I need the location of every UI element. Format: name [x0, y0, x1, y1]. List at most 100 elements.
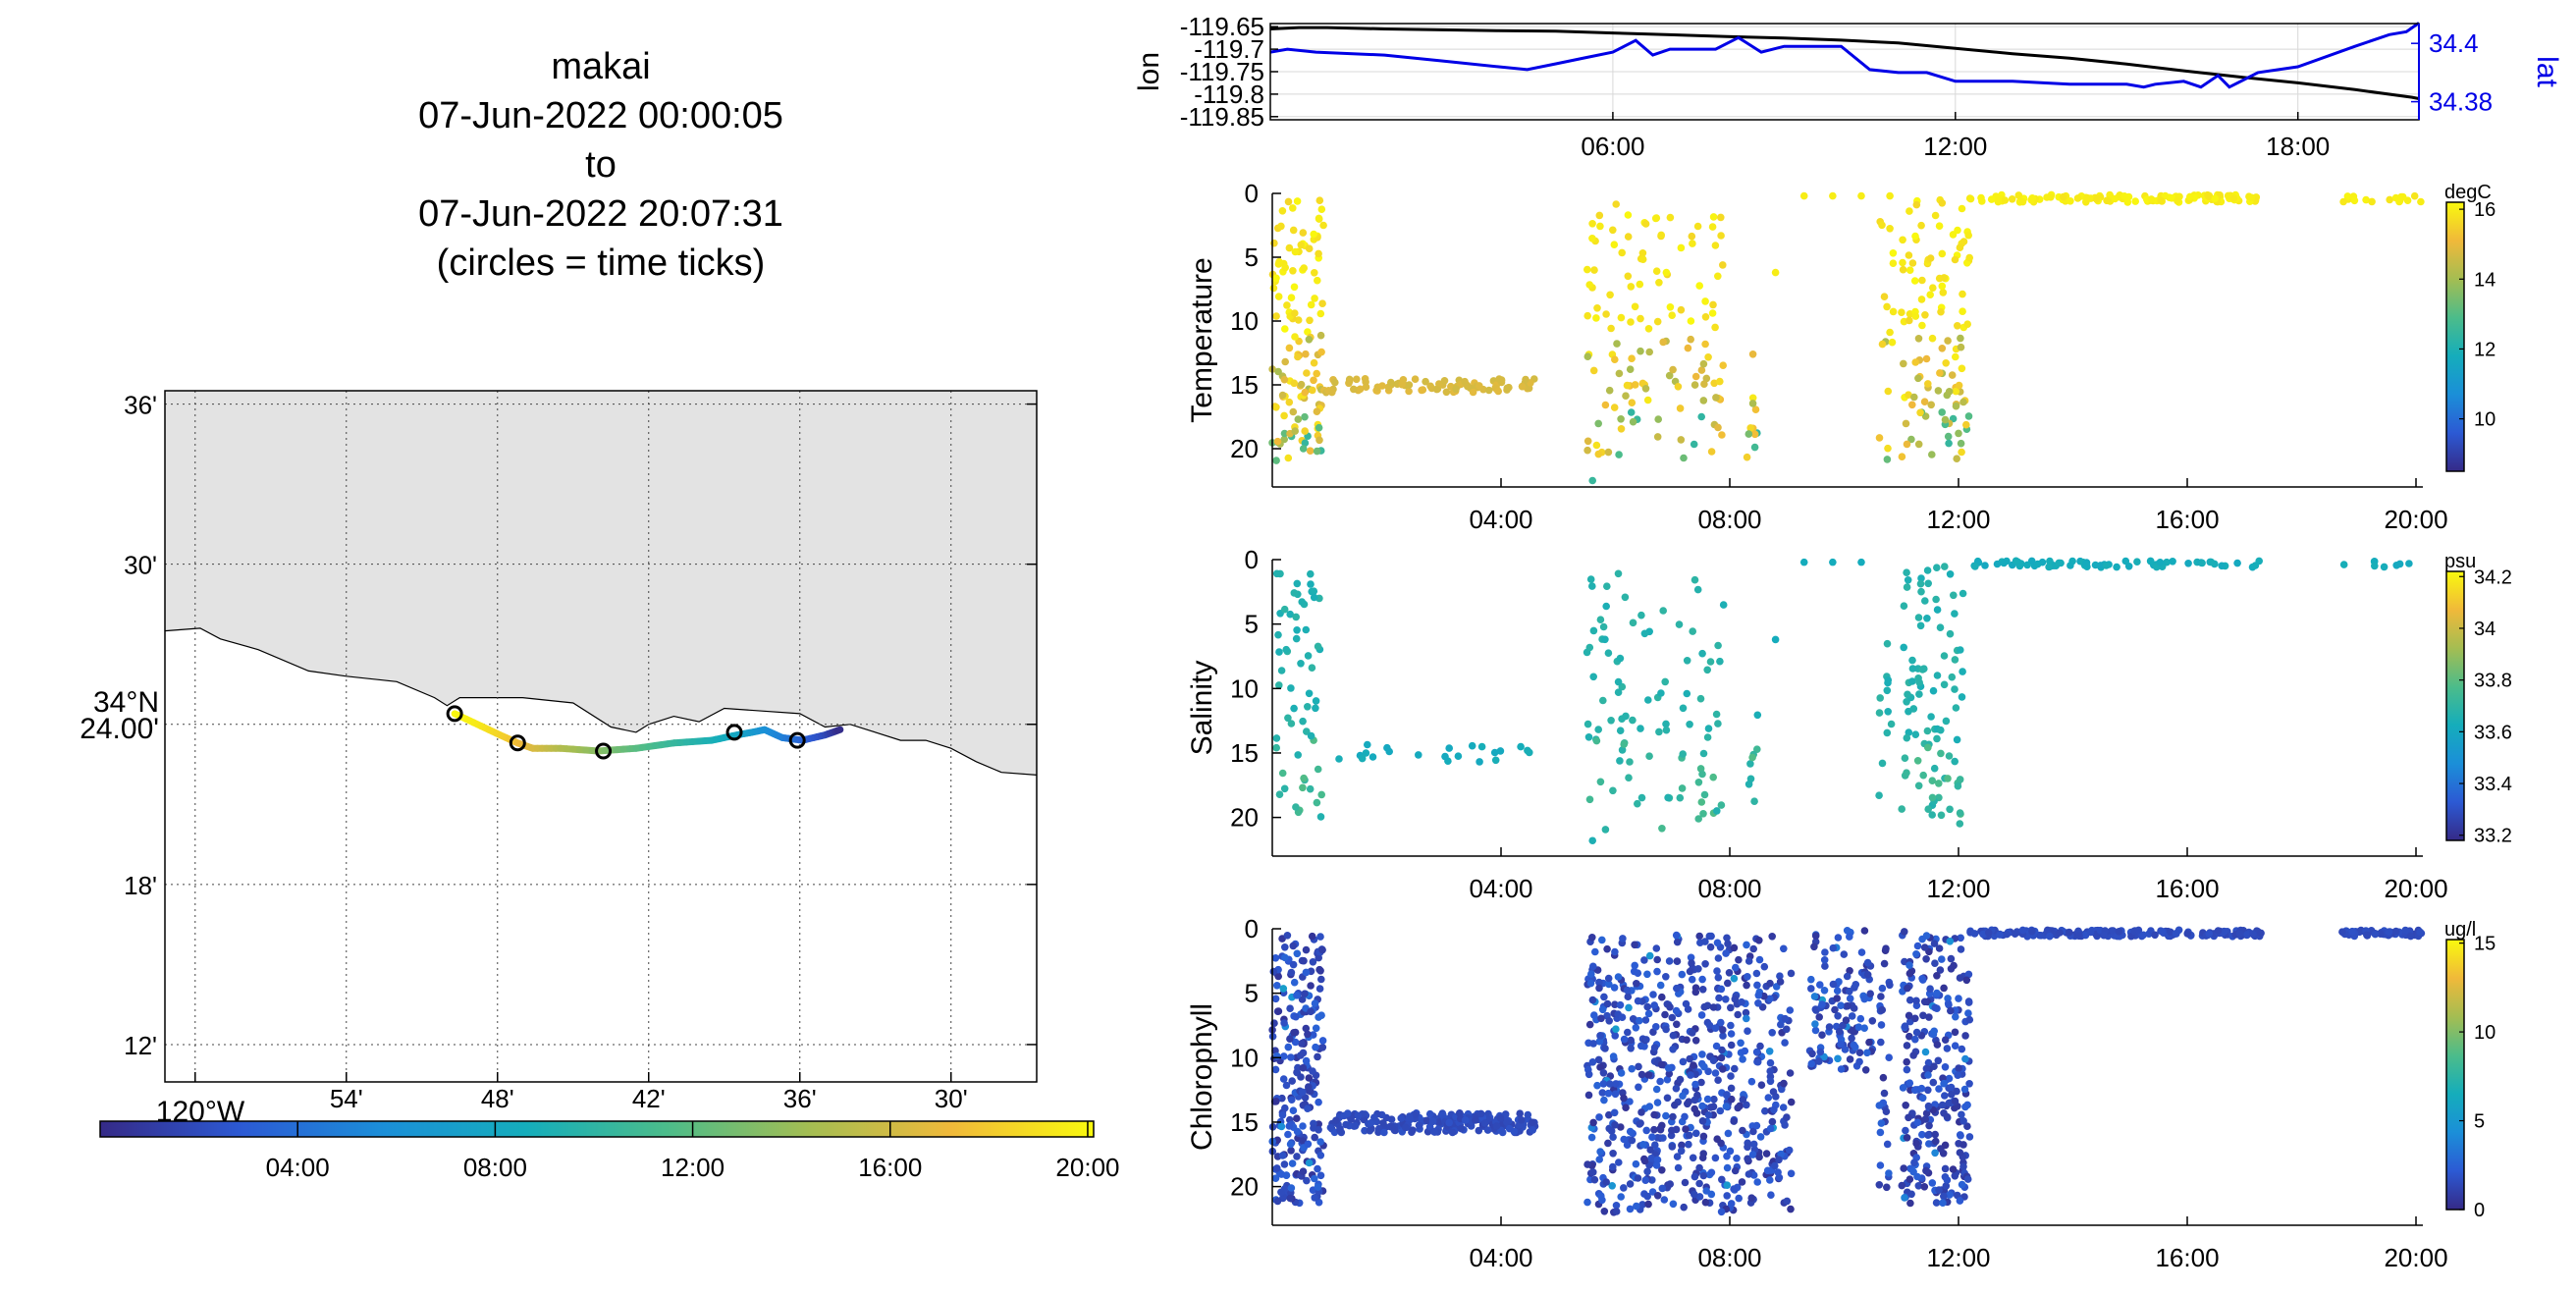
temperature-data-point: [1712, 242, 1720, 249]
temperature-data-point: [1311, 295, 1318, 302]
salinity-data-point: [1680, 705, 1688, 713]
salinity-data-point: [1937, 623, 1945, 631]
salinity-data-point: [1900, 644, 1907, 652]
temperature-data-point: [1328, 389, 1336, 397]
temperature-data-point: [1959, 291, 1966, 298]
temperature-data-point: [1654, 433, 1662, 441]
map-y-tick-label: 18': [124, 871, 157, 900]
chlorophyll-data-point: [1857, 1015, 1865, 1023]
chlorophyll-data-point: [1913, 1173, 1921, 1181]
temperature-data-point: [2368, 198, 2376, 206]
temperature-data-point: [1306, 336, 1314, 344]
chlorophyll-data-point: [1724, 1164, 1732, 1172]
salinity-data-point: [1588, 582, 1596, 590]
salinity-data-point: [1915, 782, 1923, 790]
chlorophyll-data-point: [1921, 943, 1929, 951]
chlorophyll-data-point: [2140, 932, 2148, 940]
chlorophyll-data-point: [1613, 1208, 1621, 1215]
chlorophyll-data-point: [1595, 1156, 1603, 1163]
temperature-data-point: [1433, 386, 1441, 394]
temperature-data-point: [1315, 215, 1323, 223]
temperature-data-point: [1909, 259, 1917, 267]
chlorophyll-data-point: [1733, 1155, 1741, 1162]
chlorophyll-data-point: [1610, 1052, 1618, 1060]
chlorophyll-data-point: [1615, 973, 1623, 981]
temperature-data-point: [1654, 415, 1662, 423]
temperature-data-point: [1625, 233, 1633, 241]
temperature-data-point: [1452, 386, 1460, 394]
temperature-data-point: [1645, 349, 1653, 356]
chlorophyll-data-point: [1314, 1053, 1321, 1061]
chlorophyll-data-point: [2416, 929, 2424, 937]
chlorophyll-data-point: [1947, 1007, 1955, 1015]
salinity-colorbar-unit: psu: [2444, 551, 2476, 572]
chlorophyll-data-point: [1942, 1142, 1950, 1150]
temperature-data-point: [1279, 207, 1287, 215]
salinity-data-point: [1714, 720, 1722, 727]
salinity-data-point: [1664, 794, 1672, 802]
chlorophyll-data-point: [1724, 980, 1732, 988]
chlorophyll-data-point: [1730, 1185, 1738, 1193]
temperature-data-point: [1627, 365, 1635, 373]
temperature-data-point: [1615, 451, 1623, 458]
salinity-data-point: [1908, 677, 1916, 685]
chlorophyll-data-point: [1900, 1164, 1907, 1172]
chlorophyll-data-point: [1722, 996, 1730, 1003]
temperature-data-point: [1957, 335, 1964, 343]
lat-y-tick-label: 34.4: [2429, 28, 2479, 58]
chlorophyll-data-point: [1612, 1025, 1620, 1033]
chlorophyll-data-point: [1906, 1079, 1914, 1087]
temperature-data-point: [1272, 457, 1280, 464]
chlorophyll-data-point: [1886, 982, 1894, 990]
temperature-data-point: [1879, 341, 1887, 349]
chlorophyll-data-point: [1680, 1204, 1688, 1212]
salinity-y-tick-label: 5: [1245, 610, 1259, 639]
chlorophyll-data-point: [1719, 1026, 1727, 1034]
chlorophyll-data-point: [1299, 1089, 1307, 1097]
temperature-data-point: [2009, 195, 2016, 203]
salinity-data-point: [1587, 575, 1595, 583]
chlorophyll-data-point: [1780, 1080, 1788, 1088]
chlorophyll-data-point: [1934, 1041, 1942, 1049]
chlorophyll-data-point: [1996, 931, 2004, 939]
chlorophyll-data-point: [1940, 1080, 1948, 1088]
salinity-data-point: [1698, 650, 1706, 658]
chlorophyll-data-point: [1863, 1050, 1871, 1057]
chlorophyll-data-point: [1674, 1153, 1682, 1160]
salinity-data-point: [2082, 560, 2090, 567]
map-colorbar-tick-label: 12:00: [661, 1153, 724, 1182]
salinity-data-point: [1714, 642, 1722, 650]
temperature-data-point: [1708, 448, 1716, 456]
chlorophyll-data-point: [1884, 1141, 1892, 1149]
temperature-y-tick-label: 15: [1230, 370, 1259, 400]
chlorophyll-data-point: [1959, 1046, 1966, 1053]
temperature-data-point: [1744, 454, 1751, 461]
salinity-data-point: [1359, 755, 1367, 763]
temperature-data-point: [1702, 313, 1710, 321]
chlorophyll-data-point: [1651, 1044, 1659, 1051]
chlorophyll-data-point: [1273, 982, 1281, 990]
chlorophyll-data-point: [1288, 1077, 1296, 1085]
temperature-data-point: [1637, 281, 1644, 289]
chlorophyll-data-point: [1646, 1146, 1654, 1154]
salinity-colorbar-tick-label: 33.4: [2474, 774, 2512, 795]
chlorophyll-data-point: [1959, 1163, 1967, 1171]
chlorophyll-data-point: [1858, 948, 1866, 956]
salinity-data-point: [1679, 750, 1687, 758]
chlorophyll-data-point: [1628, 1065, 1636, 1073]
temperature-data-point: [1637, 348, 1644, 355]
temperature-data-point: [1689, 240, 1696, 247]
chlorophyll-data-point: [1907, 1191, 1915, 1199]
chlorophyll-data-point: [1680, 1058, 1688, 1066]
chlorophyll-data-point: [1675, 1164, 1683, 1172]
temperature-data-point: [1700, 360, 1708, 368]
temperature-data-point: [1291, 284, 1299, 292]
chlorophyll-data-point: [1598, 1197, 1606, 1205]
chlorophyll-data-point: [1299, 1122, 1307, 1130]
chlorophyll-data-point: [1280, 985, 1288, 993]
chlorophyll-data-point: [1899, 1182, 1906, 1190]
chlorophyll-data-point: [1313, 1025, 1320, 1033]
chlorophyll-data-point: [1653, 944, 1661, 952]
salinity-x-tick-label: 16:00: [2155, 874, 2219, 903]
